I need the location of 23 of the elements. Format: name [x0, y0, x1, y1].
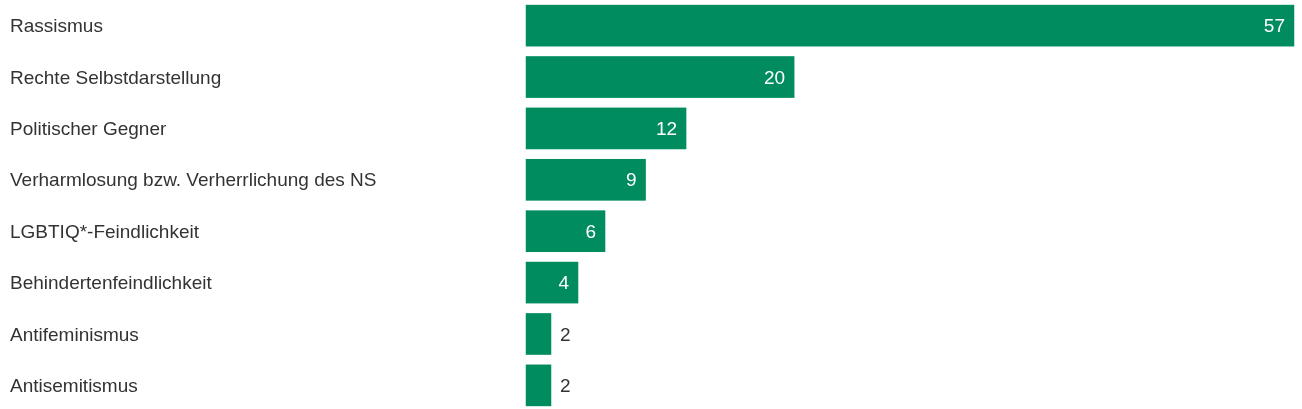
bar [524, 208, 607, 254]
data-label: 57 [1263, 15, 1285, 37]
data-label: 6 [585, 220, 597, 242]
y-tick-label: LGBTIQ*-Feindlichkeit [10, 220, 200, 242]
bar [524, 311, 553, 357]
y-tick-label: Politischer Gegner [10, 118, 167, 140]
bar [524, 106, 688, 151]
data-label: 2 [560, 323, 571, 345]
data-label: 12 [655, 118, 678, 140]
data-label: 9 [626, 169, 637, 191]
data-label: 4 [558, 272, 570, 294]
y-tick-label: Antifeminismus [10, 323, 139, 345]
y-tick-label: Verharmlosung bzw. Verherrlichung des NS [10, 169, 377, 191]
bar [524, 260, 580, 305]
data-label: 20 [764, 66, 786, 88]
y-tick-label: Rassismus [10, 15, 103, 37]
y-tick-label: Antisemitismus [10, 375, 138, 397]
bar [524, 54, 796, 100]
bar [524, 3, 1296, 48]
data-label: 2 [560, 375, 571, 397]
bar [524, 157, 648, 203]
y-tick-label: Rechte Selbstdarstellung [10, 66, 222, 88]
y-tick-label: Behindertenfeindlichkeit [10, 272, 213, 294]
